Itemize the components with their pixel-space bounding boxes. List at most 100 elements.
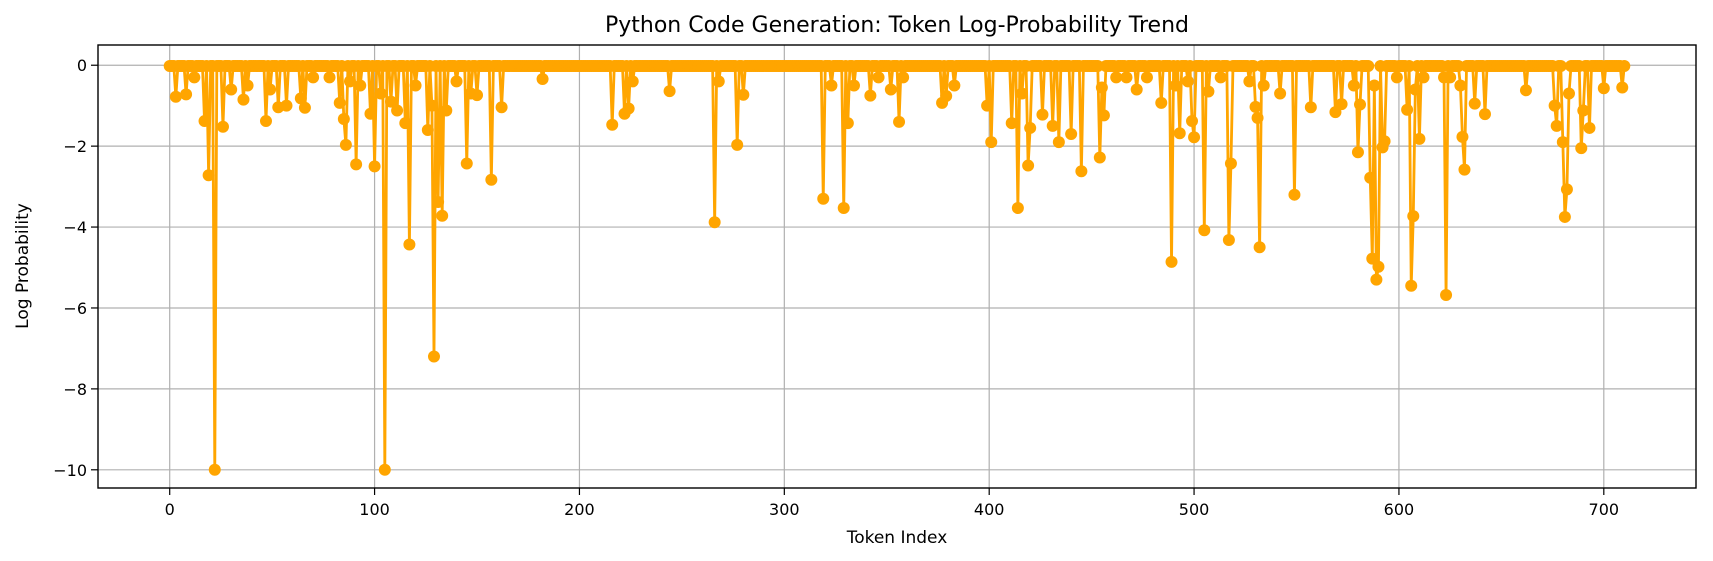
data-point [425, 99, 438, 112]
data-point [241, 79, 254, 92]
chart-title: Python Code Generation: Token Log-Probab… [605, 13, 1189, 38]
data-point [1075, 165, 1088, 178]
data-point [1444, 71, 1457, 84]
data-point [708, 216, 721, 229]
data-point [350, 158, 363, 171]
x-tick-label: 600 [1384, 500, 1415, 519]
x-tick-label: 0 [165, 500, 175, 519]
data-point [1091, 60, 1104, 73]
data-point [872, 71, 885, 84]
data-point [1097, 109, 1110, 122]
data-point [450, 75, 463, 88]
data-point [1188, 131, 1201, 144]
data-point [847, 79, 860, 92]
data-point [1222, 234, 1235, 246]
y-tick-label: −10 [53, 461, 87, 480]
data-point [1015, 87, 1028, 100]
data-point [354, 79, 367, 92]
data-point [378, 463, 391, 476]
data-point [1011, 202, 1024, 215]
data-point [731, 138, 744, 151]
y-tick-label: −8 [63, 380, 87, 399]
data-point [368, 160, 381, 173]
data-point [1362, 60, 1375, 73]
data-point [1181, 75, 1194, 88]
data-point [169, 90, 182, 103]
series-markers [163, 60, 1631, 476]
data-point [1554, 60, 1567, 73]
data-point [421, 123, 434, 136]
data-point [198, 115, 211, 128]
data-point [1618, 60, 1631, 73]
x-tick-label: 400 [974, 500, 1005, 519]
data-point [1372, 260, 1385, 273]
data-point [307, 71, 320, 84]
data-point [264, 83, 277, 96]
data-point [1243, 75, 1256, 88]
data-point [1577, 104, 1590, 117]
data-point [1257, 79, 1270, 92]
data-point [536, 72, 549, 85]
data-point [216, 120, 229, 133]
data-point [1095, 81, 1108, 94]
x-axis-label: Token Index [846, 528, 948, 548]
data-point [1249, 100, 1262, 113]
data-point [1169, 79, 1182, 92]
data-point [1288, 188, 1301, 201]
data-point [1409, 83, 1422, 96]
data-point [333, 96, 346, 109]
data-point [1251, 111, 1264, 124]
y-tick-label: −6 [63, 299, 87, 318]
data-point [1558, 210, 1571, 223]
data-point [663, 85, 676, 98]
data-point [1413, 132, 1426, 145]
data-point [841, 117, 854, 130]
data-point [298, 101, 311, 114]
data-point [1458, 163, 1471, 176]
data-point [1440, 289, 1453, 302]
data-point [1065, 128, 1078, 140]
data-point [1417, 71, 1430, 84]
data-point [1304, 101, 1317, 114]
data-point [188, 71, 201, 84]
data-point [1616, 81, 1629, 94]
data-point [1347, 79, 1360, 92]
data-point [1405, 279, 1418, 292]
data-point [427, 350, 440, 363]
data-point [737, 88, 750, 101]
x-tick-label: 500 [1179, 500, 1210, 519]
data-point [1597, 82, 1610, 95]
data-point [259, 115, 272, 128]
y-axis-label: Log Probability [13, 203, 33, 329]
data-point [825, 79, 838, 92]
data-point [1354, 98, 1367, 111]
data-point [1478, 108, 1491, 121]
data-point [1120, 71, 1133, 84]
data-point [948, 79, 961, 92]
data-point [985, 136, 998, 149]
data-point [606, 118, 619, 131]
data-point [323, 71, 336, 84]
data-point [1110, 71, 1123, 84]
data-point [180, 88, 193, 101]
data-point [1202, 85, 1215, 98]
data-point [339, 138, 352, 151]
x-tick-label: 200 [564, 500, 595, 519]
data-point [384, 95, 397, 108]
data-point [1390, 71, 1403, 84]
data-point [1556, 136, 1569, 149]
data-point [1198, 224, 1211, 237]
data-point [1401, 103, 1414, 116]
data-point [432, 195, 445, 208]
data-point [495, 101, 508, 114]
data-point [1364, 171, 1377, 184]
data-point [208, 463, 221, 476]
data-point [225, 83, 238, 96]
data-point [864, 89, 877, 102]
data-point [471, 89, 484, 102]
data-point [202, 169, 215, 182]
data-point [1548, 99, 1561, 112]
data-point [884, 83, 897, 96]
data-point [1370, 273, 1383, 286]
